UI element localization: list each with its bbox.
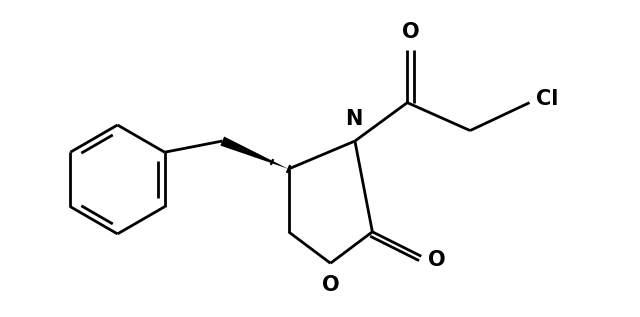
Polygon shape (220, 137, 289, 169)
Text: Cl: Cl (536, 89, 559, 109)
Text: O: O (402, 22, 420, 42)
Text: N: N (345, 109, 362, 129)
Text: O: O (322, 275, 339, 295)
Text: O: O (428, 250, 446, 270)
